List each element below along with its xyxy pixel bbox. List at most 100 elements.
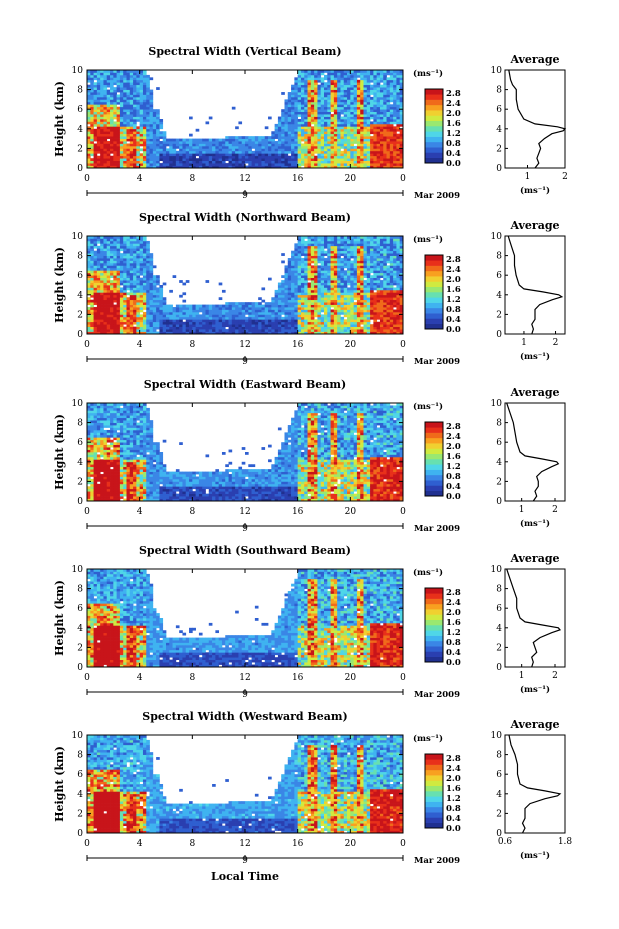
heatmap-cell	[198, 165, 203, 169]
heatmap-cell	[106, 141, 111, 144]
heatmap-cell	[356, 321, 361, 325]
heatmap-cell	[307, 111, 312, 115]
heatmap-cell	[139, 106, 144, 110]
heatmap-cell	[307, 96, 312, 100]
heatmap-cell	[317, 285, 322, 288]
heatmap-cell	[172, 319, 177, 323]
heatmap-cell	[202, 326, 206, 330]
heatmap-cell	[96, 258, 101, 261]
heatmap-cell	[90, 74, 94, 78]
heatmap-cell	[103, 329, 108, 332]
heatmap-cell	[320, 84, 325, 88]
heatmap-cell	[320, 111, 325, 115]
heatmap-cell	[136, 329, 141, 332]
heatmap-cell	[156, 87, 160, 90]
heatmap-cell	[90, 272, 94, 276]
heatmap-cell	[370, 106, 374, 110]
heatmap-cell	[379, 92, 384, 95]
heatmap-cell	[133, 82, 137, 86]
heatmap-cell	[297, 143, 302, 147]
heatmap-cell	[347, 287, 351, 291]
heatmap-cell	[389, 111, 394, 115]
heatmap-cell	[156, 294, 160, 298]
heatmap-cell	[274, 307, 279, 310]
heatmap-cell	[149, 121, 154, 125]
heatmap-cell	[205, 158, 210, 161]
heatmap-cell	[103, 111, 108, 115]
heatmap-cell	[287, 111, 292, 115]
heatmap-cell	[113, 292, 117, 296]
heatmap-cell	[116, 319, 121, 323]
heatmap-cell	[347, 326, 351, 330]
heatmap-cell	[119, 253, 124, 256]
heatmap-cell	[96, 109, 101, 112]
heatmap-cell	[353, 307, 358, 310]
heatmap-cell	[327, 292, 331, 296]
heatmap-cell	[251, 319, 256, 323]
heatmap-cell	[291, 260, 295, 264]
heatmap-cell	[343, 155, 348, 159]
heatmap-cell	[268, 160, 272, 164]
heatmap-cell	[106, 79, 111, 83]
heatmap-cell	[93, 82, 98, 86]
heatmap-cell	[330, 121, 335, 125]
heatmap-cell	[337, 321, 341, 325]
heatmap-cell	[314, 326, 318, 330]
heatmap-cell	[324, 148, 328, 152]
heatmap-cell	[195, 307, 200, 310]
heatmap-cell	[172, 307, 177, 310]
heatmap-cell	[353, 158, 358, 161]
heatmap-cell	[238, 148, 243, 152]
heatmap-cell	[142, 111, 147, 115]
heatmap-cell	[383, 70, 387, 73]
heatmap-cell	[337, 104, 341, 108]
heatmap-cell	[162, 138, 167, 142]
heatmap-cell	[383, 128, 387, 132]
heatmap-cell	[228, 329, 233, 332]
heatmap-cell	[126, 148, 131, 152]
heatmap-cell	[399, 119, 404, 122]
heatmap-cell	[238, 321, 243, 325]
heatmap-cell	[343, 123, 348, 127]
heatmap-cell	[314, 143, 318, 147]
heatmap-cell	[297, 101, 302, 105]
heatmap-cell	[291, 282, 295, 286]
heatmap-cell	[291, 265, 295, 269]
heatmap-cell	[146, 302, 150, 305]
heatmap-cell	[93, 275, 98, 278]
heatmap-cell	[343, 289, 348, 293]
heatmap-cell	[87, 316, 91, 320]
heatmap-cell	[142, 311, 147, 315]
heatmap-cell	[126, 155, 131, 159]
heatmap-cell	[261, 287, 266, 291]
heatmap-cell	[113, 326, 117, 330]
heatmap-cell	[235, 314, 239, 318]
heatmap-cell	[123, 106, 127, 110]
heatmap-cell	[366, 116, 371, 120]
heatmap-cell	[179, 307, 183, 310]
heatmap-cell	[307, 302, 312, 305]
heatmap-cell	[136, 245, 141, 249]
heatmap-cell	[281, 116, 285, 120]
heatmap-cell	[350, 238, 354, 242]
heatmap-cell	[251, 155, 256, 159]
heatmap-cell	[373, 104, 378, 108]
heatmap-cell	[327, 280, 331, 283]
heatmap-cell	[386, 116, 391, 120]
heatmap-cell	[119, 77, 124, 81]
heatmap-cell	[93, 314, 98, 318]
heatmap-cell	[215, 304, 220, 308]
heatmap-cell	[198, 163, 203, 166]
heatmap-cell	[245, 145, 249, 149]
heatmap-cell	[169, 321, 173, 325]
heatmap-cell	[350, 260, 354, 264]
heatmap-cell	[310, 101, 315, 105]
heatmap-cell	[149, 277, 154, 281]
heatmap-cell	[146, 131, 150, 135]
heatmap-cell	[119, 294, 124, 298]
heatmap-cell	[96, 141, 101, 144]
heatmap-cell	[103, 133, 108, 137]
heatmap-cell	[258, 324, 262, 327]
heatmap-cell	[156, 331, 160, 335]
heatmap-cell	[370, 74, 374, 78]
